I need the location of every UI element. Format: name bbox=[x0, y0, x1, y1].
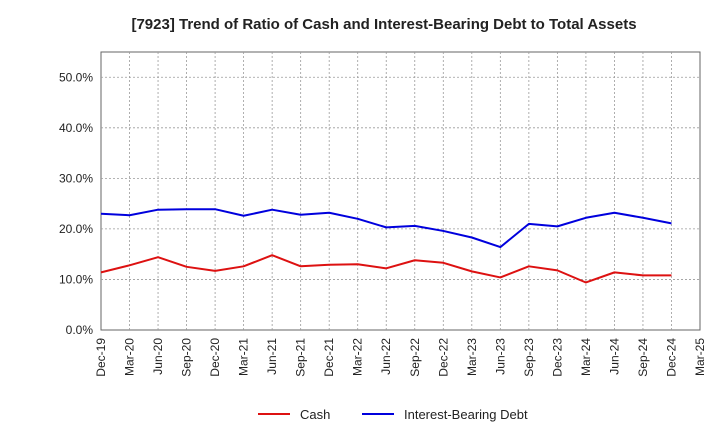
x-tick-label: Dec-20 bbox=[208, 338, 222, 377]
x-tick-label: Dec-19 bbox=[94, 338, 108, 377]
x-tick-label: Jun-24 bbox=[607, 338, 621, 375]
y-tick-label: 20.0% bbox=[59, 222, 93, 236]
series-line-cash bbox=[100, 254, 672, 284]
y-tick-label: 50.0% bbox=[59, 70, 93, 84]
x-tick-label: Jun-21 bbox=[265, 338, 279, 375]
plot-area bbox=[100, 51, 701, 331]
y-tick-label: 40.0% bbox=[59, 121, 93, 135]
x-tick-label: Dec-21 bbox=[322, 338, 336, 377]
y-tick-labels: 0.0% 10.0% 20.0% 30.0% 40.0% 50.0% bbox=[59, 70, 93, 337]
x-tick-label: Jun-23 bbox=[493, 338, 507, 375]
x-tick-label: Sep-22 bbox=[408, 338, 422, 377]
x-tick-label: Sep-24 bbox=[636, 338, 650, 377]
y-tick-label: 30.0% bbox=[59, 171, 93, 185]
legend-label-cash: Cash bbox=[300, 407, 330, 422]
legend-label-interest-bearing-debt: Interest-Bearing Debt bbox=[404, 407, 528, 422]
x-tick-label: Sep-23 bbox=[522, 338, 536, 377]
x-tick-label: Jun-20 bbox=[151, 338, 165, 375]
x-tick-labels: Dec-19 Mar-20 Jun-20 Sep-20 Dec-20 Mar-21 Jun-… bbox=[94, 338, 707, 377]
x-tick-label: Mar-22 bbox=[351, 338, 365, 376]
x-tick-label: Sep-20 bbox=[180, 338, 194, 377]
y-tick-label: 10.0% bbox=[59, 272, 93, 286]
x-tick-label: Mar-24 bbox=[579, 338, 593, 376]
x-tick-label: Dec-24 bbox=[664, 338, 678, 377]
x-tick-label: Sep-21 bbox=[294, 338, 308, 377]
x-tick-label: Dec-23 bbox=[550, 338, 564, 377]
x-tick-label: Mar-23 bbox=[465, 338, 479, 376]
y-tick-label: 0.0% bbox=[66, 323, 94, 337]
x-tick-label: Mar-21 bbox=[237, 338, 251, 376]
x-tick-label: Mar-25 bbox=[693, 338, 707, 376]
series-lines bbox=[100, 208, 672, 284]
x-tick-label: Mar-20 bbox=[123, 338, 137, 376]
x-tick-label: Jun-22 bbox=[379, 338, 393, 375]
legend: Cash Interest-Bearing Debt bbox=[258, 407, 528, 422]
series-line-interest-bearing-debt bbox=[100, 208, 672, 249]
x-tick-label: Dec-22 bbox=[436, 338, 450, 377]
chart-title: [7923] Trend of Ratio of Cash and Intere… bbox=[131, 16, 636, 33]
